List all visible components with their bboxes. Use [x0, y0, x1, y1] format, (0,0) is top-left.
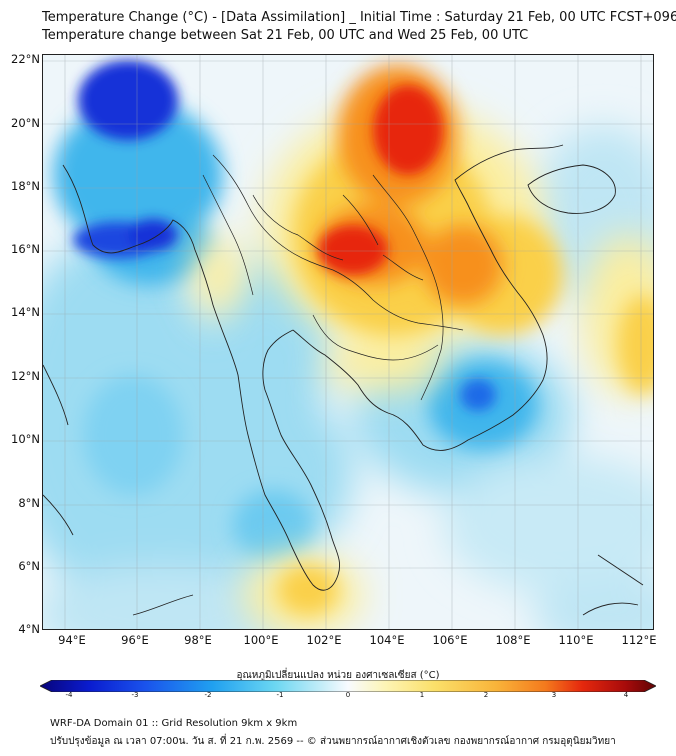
lat-label-10n: 10°N — [11, 432, 40, 446]
lon-label-96e: 96°E — [121, 633, 149, 647]
lon-label-104e: 104°E — [369, 633, 405, 647]
lon-label-94e: 94°E — [58, 633, 86, 647]
lat-label-6n: 6°N — [18, 559, 40, 573]
country-borders — [202, 154, 464, 401]
map-subtitle: Temperature change between Sat 21 Feb, 0… — [42, 28, 529, 43]
lat-label-14n: 14°N — [11, 305, 40, 319]
lat-label-8n: 8°N — [18, 496, 40, 510]
lon-label-108e: 108°E — [495, 633, 531, 647]
lon-label-106e: 106°E — [432, 633, 468, 647]
lon-label-100e: 100°E — [243, 633, 279, 647]
lon-label-112e: 112°E — [621, 633, 657, 647]
colorbar-tick-label: -3 — [131, 691, 139, 699]
colorbar-tick-label: 4 — [623, 691, 629, 699]
colorbar-tick-label: 2 — [483, 691, 489, 699]
colorbar-title: อุณหภูมิเปลี่ยนแปลง หน่วย องศาเซลเซียส (… — [236, 670, 440, 681]
colorbar-tick-label: -1 — [276, 691, 284, 699]
colorbar-tick-label: 1 — [419, 691, 425, 699]
coastlines — [43, 144, 644, 616]
colorbar-tick-label: -4 — [65, 691, 73, 699]
colorbar-tick-label: -2 — [204, 691, 212, 699]
colorbar-bar — [40, 680, 656, 692]
lat-label-18n: 18°N — [11, 179, 40, 193]
colorbar-tick-label: 3 — [551, 691, 557, 699]
temperature-change-map — [42, 54, 654, 630]
lon-label-98e: 98°E — [184, 633, 212, 647]
lat-label-16n: 16°N — [11, 242, 40, 256]
cooling-field-deep — [73, 60, 496, 411]
lat-label-12n: 12°N — [11, 369, 40, 383]
map-title: Temperature Change (°C) - [Data Assimila… — [42, 10, 676, 25]
lon-label-110e: 110°E — [558, 633, 594, 647]
colorbar — [40, 680, 656, 692]
footer-model-info: WRF-DA Domain 01 :: Grid Resolution 9km … — [50, 718, 298, 729]
graticule — [43, 55, 653, 629]
footer-update-credit: ปรับปรุงข้อมูล ณ เวลา 07:00น. วัน ส. ที่… — [50, 736, 616, 747]
colorbar-tick-label: 0 — [345, 691, 351, 699]
lat-label-4n: 4°N — [18, 622, 40, 636]
warming-field-red — [318, 85, 443, 275]
map-canvas — [43, 55, 653, 629]
lat-label-20n: 20°N — [11, 116, 40, 130]
lon-label-102e: 102°E — [306, 633, 342, 647]
lat-label-22n: 22°N — [11, 52, 40, 66]
